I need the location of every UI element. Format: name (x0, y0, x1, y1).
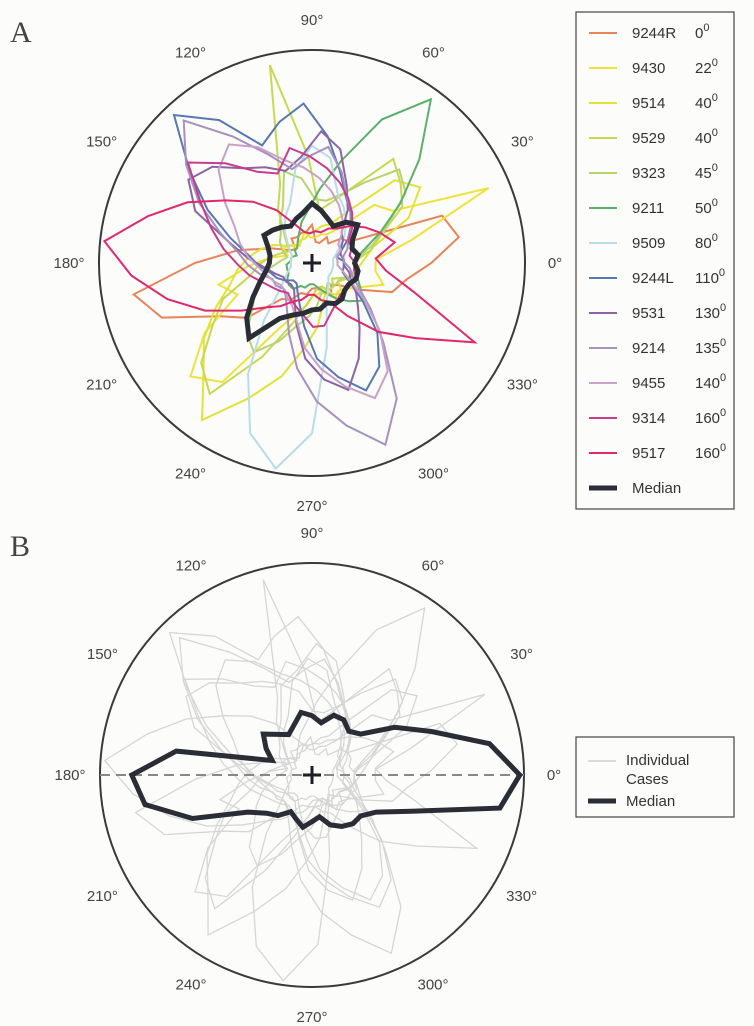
legend-label-9455: 9455 (632, 375, 665, 392)
panel-a-tick-0deg: 0° (548, 255, 562, 272)
legend-label-9531: 9531 (632, 305, 665, 322)
series-line-9244l (172, 102, 381, 392)
legend-b-frame (575, 736, 735, 818)
panel-a-polar-plot: 0° 30° 60° 90° 120° 150° 180° 210° 240° 270° 300° 3… (53, 12, 562, 515)
individual-case-line-9531 (185, 642, 363, 901)
panel-a-tick-210deg: 210° (86, 377, 117, 394)
legend-label-9514: 9514 (632, 95, 665, 112)
panel-b-tick-210deg: 210° (87, 888, 118, 905)
panel-b-tick-240deg: 240° (175, 977, 206, 994)
legend-angle-9314: 1600 (695, 407, 726, 427)
panel-a-center-cross (303, 254, 321, 272)
median-line-b (128, 709, 523, 831)
series-line-median (244, 200, 362, 343)
series-line-9211 (285, 97, 433, 303)
panel-b-tick-120deg: 120° (175, 557, 206, 574)
legend-label-9430: 9430 (632, 60, 665, 77)
legend-label-9211: 9211 (632, 200, 664, 217)
legend-angle-9531: 1300 (695, 302, 726, 322)
panel-b-tick-150deg: 150° (87, 646, 118, 663)
individual-case-line-9244l (168, 615, 384, 901)
panel-a-letter: A (10, 16, 32, 49)
legend-label-9214: 9214 (632, 340, 665, 357)
panel-b-tick-270deg: 270° (296, 1009, 327, 1026)
panel-a-tick-330deg: 330° (507, 377, 538, 394)
panel-a-tick-120deg: 120° (175, 45, 206, 62)
legend-angle-9244l: 1100 (695, 267, 725, 287)
individual-case-line-9211 (285, 606, 426, 813)
panel-b-tick-300deg: 300° (417, 977, 448, 994)
legend-a-frame (575, 11, 735, 510)
panel-b-center-cross (303, 766, 321, 784)
panel-b-tick-330deg: 330° (506, 888, 537, 905)
panel-a-tick-180deg: 180° (53, 255, 84, 272)
series-line-9214 (182, 119, 398, 447)
panel-a-tick-150deg: 150° (86, 134, 117, 151)
panel-b-tick-0deg: 0° (547, 767, 561, 784)
legend-label-9244l: 9244L (632, 270, 674, 287)
legend-label-median: Median (632, 480, 681, 497)
individual-case-line-9314 (184, 660, 358, 840)
legend-b-median-label: Median (626, 793, 675, 810)
legend-b-individual-label-1: Individual (626, 752, 689, 769)
panel-b-tick-30deg: 30° (510, 646, 533, 663)
legend-label-9517: 9517 (632, 445, 665, 462)
legend-label-9314: 9314 (632, 410, 665, 427)
legend-label-9323: 9323 (632, 165, 665, 182)
panel-a-tick-90deg: 90° (301, 12, 324, 29)
legend-label-9244r: 9244R (632, 25, 676, 42)
panel-b-tick-90deg: 90° (301, 525, 324, 542)
series-line-9455 (217, 143, 389, 400)
legend-angle-9455: 1400 (695, 372, 726, 392)
series-line-9509 (247, 144, 348, 471)
panel-a-tick-30deg: 30° (511, 134, 534, 151)
panel-b-tick-60deg: 60° (422, 557, 445, 574)
panel-a-tick-60deg: 60° (422, 45, 445, 62)
series-line-9244r (131, 214, 461, 319)
legend-b-individual-label-2: Cases (626, 771, 669, 788)
panel-b-legend: Individual Cases Median (575, 736, 735, 818)
series-line-9517 (102, 199, 478, 344)
panel-a-outer-circle (98, 49, 526, 477)
legend-angle-9214: 1350 (695, 337, 726, 357)
panel-a-tick-240deg: 240° (175, 465, 206, 482)
panel-b-tick-180deg: 180° (54, 767, 85, 784)
panel-b-letter: B (10, 530, 30, 563)
panel-a-tick-270deg: 270° (296, 498, 327, 515)
panel-b-polar-plot: 0° 30° 60° 90° 120° 150° 180° 210° 240° 270° 300° 3… (54, 525, 561, 1026)
individual-case-line-9323 (248, 678, 404, 867)
individual-case-line-9514 (206, 688, 418, 937)
legend-label-9529: 9529 (632, 130, 665, 147)
panel-a-tick-300deg: 300° (418, 465, 449, 482)
legend-label-9509: 9509 (632, 235, 665, 252)
individual-case-line-9214 (178, 636, 402, 955)
legend-angle-9517: 1600 (695, 442, 726, 462)
